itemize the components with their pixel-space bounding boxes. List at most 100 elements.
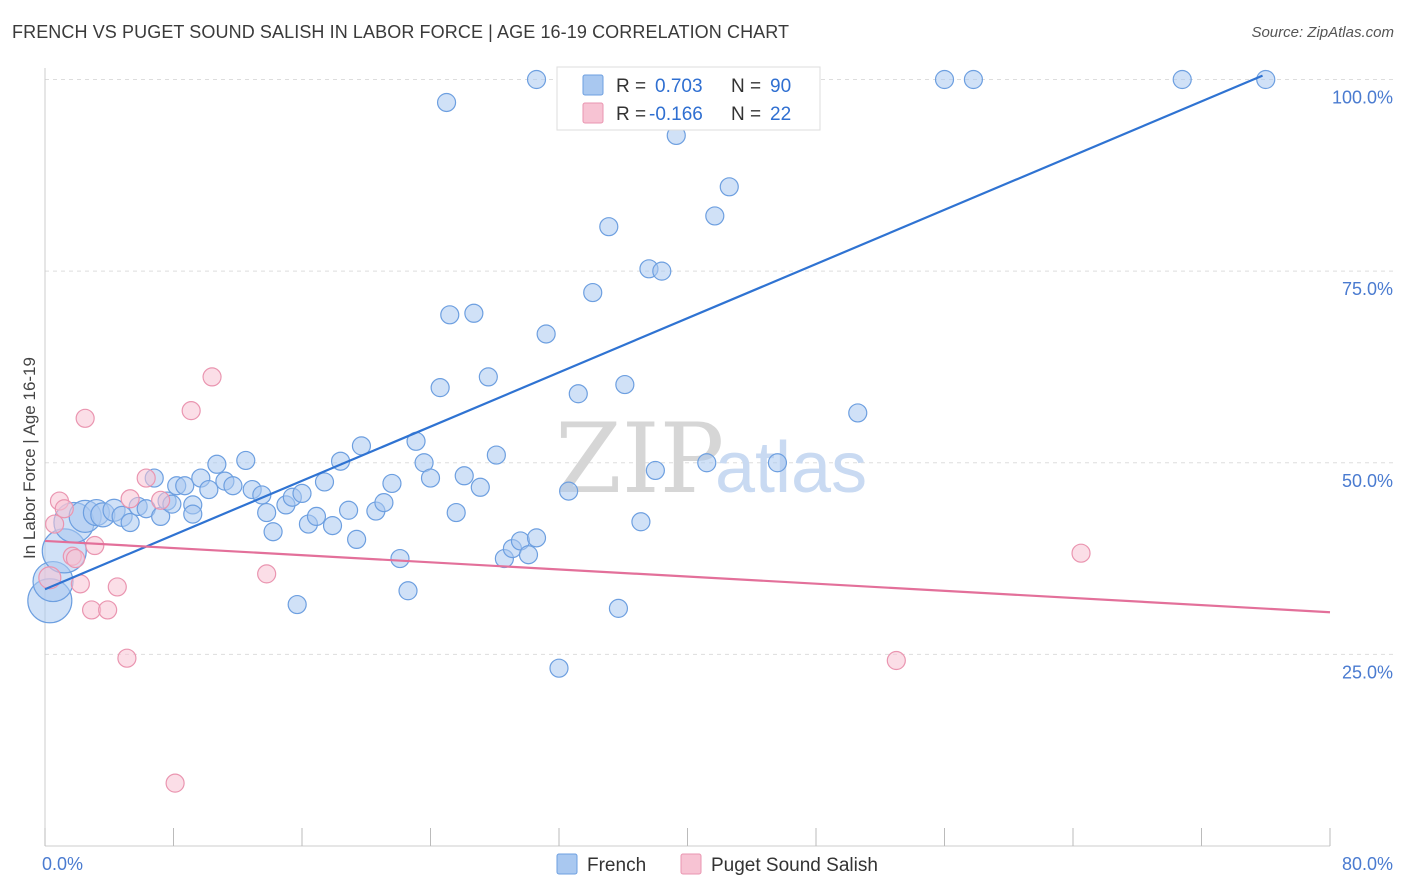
french-point bbox=[470, 477, 490, 497]
y-tick-label: 25.0% bbox=[1342, 662, 1393, 682]
y-tick-label: 50.0% bbox=[1342, 471, 1393, 491]
salish-point bbox=[65, 548, 86, 569]
trend-line-salish bbox=[44, 539, 1331, 614]
salish-point bbox=[75, 408, 95, 428]
salish-point bbox=[38, 566, 62, 590]
french-point bbox=[934, 69, 955, 90]
legend-swatch-salish bbox=[582, 102, 604, 124]
series-salish bbox=[38, 367, 1091, 793]
french-point bbox=[199, 479, 219, 500]
french-point bbox=[526, 69, 547, 90]
french-point bbox=[207, 454, 227, 474]
salish-point bbox=[54, 499, 74, 519]
salish-point bbox=[257, 564, 277, 584]
french-point bbox=[568, 384, 588, 404]
stats-legend: R = 0.703 N = 90 R = -0.166 N = 22 bbox=[556, 66, 821, 131]
series-french bbox=[27, 69, 1276, 678]
french-point bbox=[347, 529, 367, 550]
salish-point bbox=[165, 773, 185, 793]
french-point bbox=[599, 217, 619, 237]
y-tick-labels: 25.0% 50.0% 75.0% 100.0% bbox=[1332, 88, 1393, 683]
french-point bbox=[963, 69, 984, 90]
grid-lines bbox=[45, 79, 1395, 655]
french-point bbox=[223, 476, 243, 496]
french-point bbox=[645, 460, 665, 481]
french-point bbox=[398, 581, 418, 601]
french-point bbox=[518, 545, 539, 565]
bottom-legend-label-salish: Puget Sound Salish bbox=[711, 855, 878, 876]
french-point bbox=[314, 472, 335, 492]
french-point bbox=[705, 206, 725, 226]
trend-lines bbox=[44, 74, 1331, 614]
french-point bbox=[374, 493, 394, 513]
trend-line-french bbox=[44, 74, 1263, 591]
french-point bbox=[583, 282, 603, 303]
legend-r-value-salish: -0.166 bbox=[649, 104, 703, 125]
salish-point bbox=[151, 490, 171, 510]
salish-point bbox=[1071, 543, 1091, 563]
french-point bbox=[292, 483, 312, 504]
salish-point bbox=[886, 650, 906, 671]
french-point bbox=[390, 548, 410, 569]
series-legend: French Puget Sound Salish bbox=[556, 853, 878, 876]
watermark-zip: ZIP bbox=[555, 403, 724, 515]
salish-point bbox=[202, 367, 222, 387]
french-point bbox=[420, 468, 441, 488]
french-point bbox=[257, 502, 277, 523]
french-point bbox=[322, 516, 343, 536]
x-tick-label-max: 80.0% bbox=[1342, 854, 1393, 874]
legend-n-value-salish: 22 bbox=[770, 104, 791, 125]
salish-point bbox=[98, 600, 118, 620]
bottom-legend-label-french: French bbox=[587, 855, 646, 876]
salish-point bbox=[85, 535, 105, 556]
french-point bbox=[306, 506, 327, 527]
french-point bbox=[120, 512, 140, 533]
french-point bbox=[440, 305, 460, 325]
french-point bbox=[446, 502, 466, 523]
french-point bbox=[615, 374, 635, 395]
french-point bbox=[1256, 69, 1276, 90]
legend-n-label-salish: N = bbox=[731, 104, 761, 125]
french-point bbox=[608, 598, 629, 618]
french-point bbox=[183, 504, 203, 524]
french-point bbox=[175, 476, 195, 496]
french-point bbox=[536, 324, 556, 344]
bottom-legend-swatch-french bbox=[556, 853, 578, 875]
french-point bbox=[430, 378, 450, 398]
legend-n-value-french: 90 bbox=[770, 76, 791, 97]
legend-r-value-french: 0.703 bbox=[655, 76, 703, 97]
french-point bbox=[719, 177, 739, 197]
french-point bbox=[338, 500, 359, 520]
salish-point bbox=[136, 468, 156, 488]
salish-point bbox=[181, 401, 201, 421]
french-point bbox=[767, 453, 788, 473]
bottom-legend-swatch-salish bbox=[680, 853, 702, 875]
french-point bbox=[464, 303, 484, 323]
french-point bbox=[697, 453, 717, 473]
legend-n-label-french: N = bbox=[731, 76, 761, 97]
chart-source: Source: ZipAtlas.com bbox=[1251, 24, 1394, 41]
legend-r-label-french: R = bbox=[616, 76, 646, 97]
french-point bbox=[454, 466, 474, 486]
french-point bbox=[436, 92, 457, 113]
french-point bbox=[1172, 69, 1192, 90]
french-point bbox=[478, 367, 498, 387]
salish-point bbox=[45, 514, 65, 534]
french-point bbox=[549, 658, 569, 678]
x-tick-label-min: 0.0% bbox=[42, 854, 83, 874]
french-point bbox=[526, 528, 547, 548]
y-tick-label: 100.0% bbox=[1332, 88, 1393, 108]
french-point bbox=[848, 403, 868, 423]
french-point bbox=[631, 512, 651, 532]
french-point bbox=[652, 261, 672, 281]
french-point bbox=[236, 450, 256, 471]
french-point bbox=[263, 522, 283, 542]
salish-point bbox=[120, 489, 140, 509]
chart-title: FRENCH VS PUGET SOUND SALISH IN LABOR FO… bbox=[12, 22, 790, 42]
french-point bbox=[559, 481, 579, 501]
salish-point bbox=[107, 577, 127, 597]
legend-swatch-french bbox=[582, 74, 604, 96]
y-tick-label: 75.0% bbox=[1342, 279, 1393, 299]
x-tick-marks bbox=[44, 828, 1331, 846]
